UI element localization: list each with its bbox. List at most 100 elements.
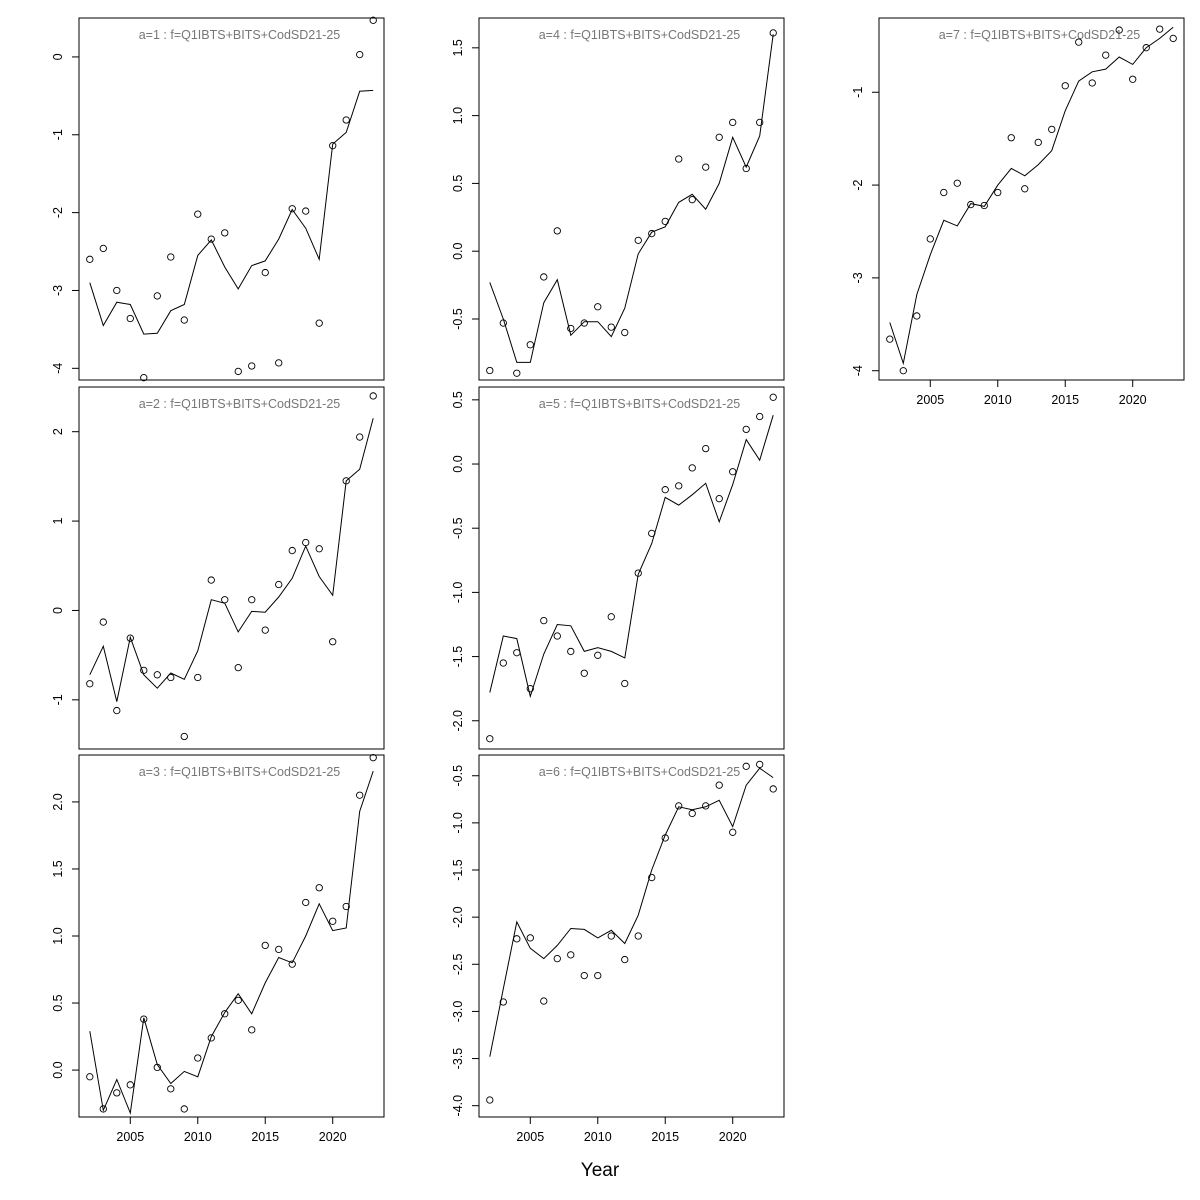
y-tick-label: 0	[51, 53, 65, 60]
observation-point	[913, 312, 921, 320]
observation-point	[675, 155, 683, 163]
panel-4: a=4 : f=Q1IBTS+BITS+CodSD21-25 -0.5 0.0 0.5…	[451, 17, 785, 381]
observation-point	[315, 545, 323, 553]
observation-point	[526, 685, 534, 693]
observation-point	[1129, 75, 1137, 83]
observation-point	[513, 369, 521, 377]
observation-point	[248, 362, 256, 370]
y-tick-label: -2	[51, 207, 65, 218]
observation-point	[729, 828, 737, 836]
y-tick-label: -0.5	[451, 308, 465, 330]
observation-point	[207, 235, 215, 243]
observation-point	[261, 941, 269, 950]
observation-point	[167, 673, 175, 682]
panel-5: a=5 : f=Q1IBTS+BITS+CodSD21-25 -2.0 -1.5 -1…	[451, 386, 785, 750]
plot-frame	[878, 17, 1185, 381]
observation-point	[675, 802, 683, 810]
y-tick-label: -3.5	[451, 1048, 465, 1070]
fitted-line	[489, 415, 774, 699]
observation-point	[742, 425, 750, 434]
observation-point	[1102, 51, 1110, 59]
panel-title: a=1 : f=Q1IBTS+BITS+CodSD21-25	[139, 28, 341, 42]
observation-point	[315, 884, 323, 892]
y-tick-label: -2	[851, 179, 865, 190]
y-tick-label: 0.5	[451, 175, 465, 192]
observation-point	[702, 163, 710, 171]
observation-point	[567, 324, 575, 333]
observation-point	[288, 546, 296, 555]
observation-point	[899, 367, 907, 375]
observation-point	[688, 464, 696, 472]
y-tick-label: -1	[51, 694, 65, 705]
observation-point	[513, 649, 521, 657]
observation-point	[648, 873, 656, 882]
observation-point	[756, 412, 764, 421]
y-tick-label: -1.5	[451, 859, 465, 881]
plot-frame	[478, 17, 785, 381]
observation-point	[702, 444, 710, 453]
observation-point	[621, 328, 629, 337]
observation-point	[86, 1073, 94, 1081]
observation-point	[194, 673, 202, 682]
observation-point	[886, 335, 894, 343]
observation-point	[486, 366, 494, 375]
observation-point	[126, 314, 134, 323]
observation-point	[702, 802, 710, 810]
observation-point	[580, 669, 588, 677]
observation-point	[234, 664, 242, 672]
y-tick-label: 1.5	[451, 39, 465, 56]
x-tick-label: 2020	[319, 1130, 347, 1144]
y-tick-label: -2.5	[451, 953, 465, 975]
observation-point	[715, 781, 723, 789]
observation-point	[356, 791, 364, 799]
plot-frame	[78, 754, 385, 1118]
panel-7: a=7 : f=Q1IBTS+BITS+CodSD21-25 -4 -3 -2 -1 20…	[851, 17, 1185, 407]
observation-point	[607, 323, 615, 331]
y-tick-label: 2.0	[51, 793, 65, 810]
observation-point	[1088, 79, 1096, 87]
observation-point	[329, 142, 337, 150]
observation-point	[486, 735, 494, 743]
observation-point	[302, 898, 310, 907]
observation-point	[221, 229, 229, 237]
observation-point	[729, 468, 737, 476]
observation-point	[329, 638, 337, 646]
observation-point	[329, 917, 337, 925]
observation-point	[221, 596, 229, 604]
observation-point	[261, 268, 269, 277]
observation-point	[1007, 134, 1015, 142]
observation-point	[248, 1026, 256, 1034]
observation-point	[369, 754, 377, 762]
observation-point	[86, 680, 94, 688]
observation-point	[634, 932, 642, 940]
observation-point	[634, 236, 642, 245]
observation-point	[194, 210, 202, 218]
observation-point	[675, 482, 683, 490]
observation-point	[234, 996, 242, 1005]
y-tick-label: 0	[51, 607, 65, 614]
observation-point	[715, 133, 723, 141]
observation-point	[648, 229, 656, 238]
observation-point	[540, 616, 548, 625]
observation-point	[607, 613, 615, 621]
observation-point	[140, 1015, 148, 1023]
observation-point	[553, 227, 561, 235]
plot-frame	[78, 17, 385, 381]
panel-title: a=7 : f=Q1IBTS+BITS+CodSD21-25	[939, 28, 1141, 42]
observation-point	[153, 671, 161, 679]
plot-frame	[478, 386, 785, 750]
observation-point	[621, 679, 629, 688]
observation-point	[1075, 38, 1083, 46]
observation-point	[167, 253, 175, 261]
observation-point	[1034, 138, 1042, 147]
observation-point	[275, 945, 283, 954]
y-tick-label: 1.0	[51, 927, 65, 944]
observation-point	[288, 205, 296, 213]
panel-title: a=4 : f=Q1IBTS+BITS+CodSD21-25	[539, 28, 741, 42]
observation-point	[526, 341, 534, 349]
observation-point	[594, 971, 602, 980]
y-tick-label: 0.5	[51, 994, 65, 1011]
observation-point	[207, 576, 215, 584]
observation-point	[207, 1034, 215, 1042]
